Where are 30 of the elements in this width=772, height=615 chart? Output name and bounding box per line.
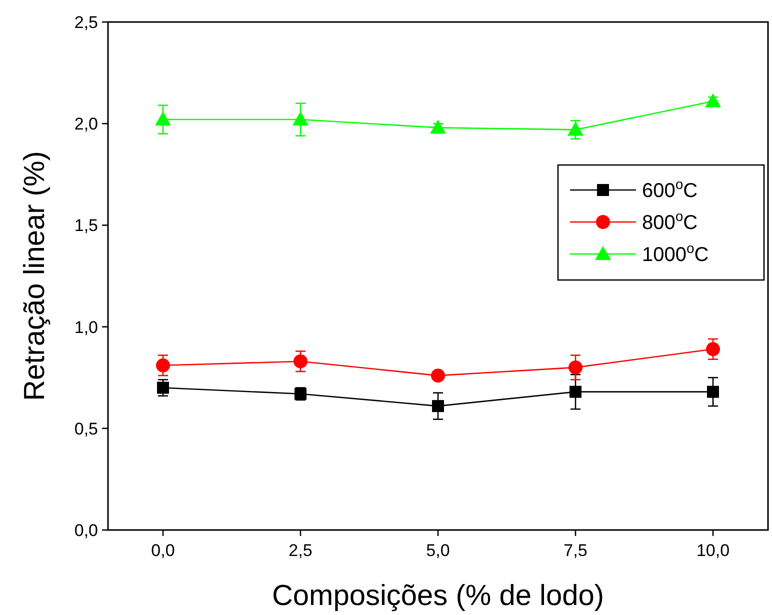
point [157, 382, 169, 394]
y-tick-label: 0,5 [74, 419, 98, 438]
point [430, 120, 446, 134]
point [707, 386, 719, 398]
x-tick-label: 0,0 [151, 541, 175, 560]
point [294, 354, 308, 368]
point [156, 358, 170, 372]
point [570, 386, 582, 398]
point [432, 400, 444, 412]
point [706, 342, 720, 356]
point [292, 112, 308, 126]
y-tick-label: 2,5 [74, 12, 98, 32]
y-tick-label: 1,0 [74, 318, 98, 337]
y-tick-label: 2,0 [74, 114, 98, 134]
point [431, 368, 445, 383]
y-tick-label: 1,5 [74, 216, 98, 236]
x-tick-label: 7,5 [564, 541, 588, 560]
point [705, 93, 721, 108]
point [155, 112, 171, 126]
legend-label: 800$^{o}$C [642, 208, 698, 234]
point [568, 122, 584, 136]
x-tick-label: 10,0 [696, 541, 730, 560]
x-axis-title: Composições (% de lodo) [272, 580, 604, 612]
legend-label: 1000$^{o}$C [642, 240, 709, 266]
x-tick-label: 5,0 [426, 541, 450, 560]
x-tick-label: 2,5 [288, 541, 312, 560]
point [568, 360, 582, 374]
y-tick-label: 0,0 [74, 520, 98, 540]
y-axis-title: Retração linear (%) [19, 151, 51, 401]
legend-label: 600$^{o}$C [642, 176, 698, 202]
